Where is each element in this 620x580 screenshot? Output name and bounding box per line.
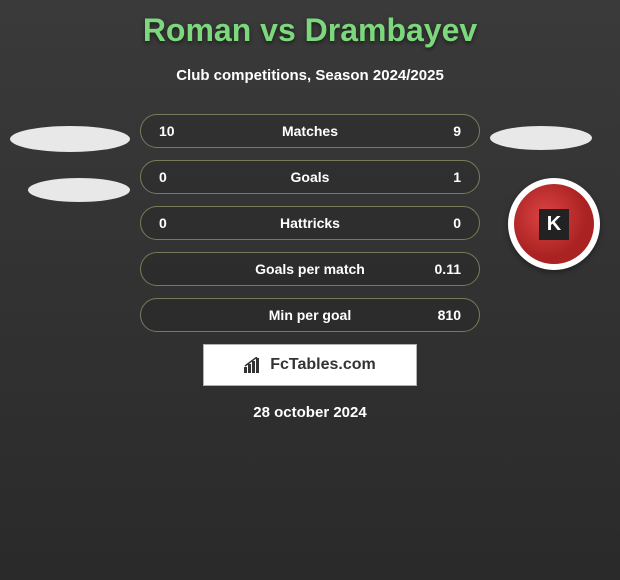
chart-icon	[244, 357, 264, 373]
stat-row-min-per-goal: Min per goal 810	[140, 298, 480, 332]
player-left-placeholder-1	[10, 126, 130, 152]
stat-left-value: 10	[159, 123, 199, 139]
date-label: 28 october 2024	[0, 404, 620, 421]
stat-right-value: 810	[421, 307, 461, 323]
stat-left-value: 0	[159, 169, 199, 185]
stat-row-matches: 10 Matches 9	[140, 114, 480, 148]
stat-label: Hattricks	[199, 215, 421, 231]
badge-letter: K	[539, 209, 569, 240]
stat-row-goals-per-match: Goals per match 0.11	[140, 252, 480, 286]
club-badge: K	[508, 178, 600, 270]
stat-label: Matches	[199, 123, 421, 139]
stat-right-value: 9	[421, 123, 461, 139]
stat-left-value: 0	[159, 215, 199, 231]
page-title: Roman vs Drambayev	[0, 0, 620, 49]
stat-right-value: 0.11	[421, 261, 461, 277]
stat-right-value: 0	[421, 215, 461, 231]
stat-label: Goals	[199, 169, 421, 185]
stat-row-hattricks: 0 Hattricks 0	[140, 206, 480, 240]
stat-row-goals: 0 Goals 1	[140, 160, 480, 194]
subtitle: Club competitions, Season 2024/2025	[0, 67, 620, 84]
logo-text: FcTables.com	[270, 356, 376, 374]
stat-right-value: 1	[421, 169, 461, 185]
stat-label: Min per goal	[199, 307, 421, 323]
fctables-logo: FcTables.com	[203, 344, 417, 386]
player-left-placeholder-2	[28, 178, 130, 202]
stat-label: Goals per match	[199, 261, 421, 277]
player-right-placeholder	[490, 126, 592, 150]
